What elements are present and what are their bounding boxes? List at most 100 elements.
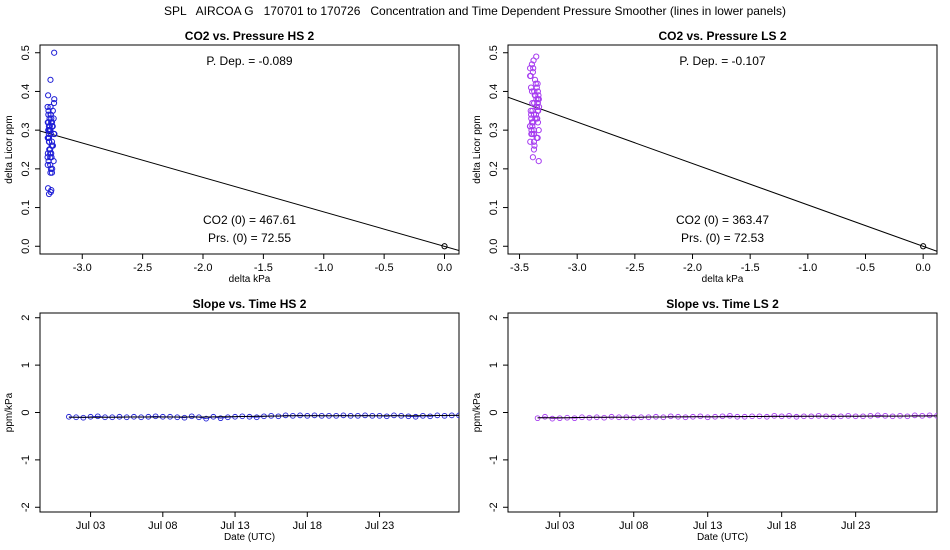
- y-tick-label: 2: [20, 315, 32, 321]
- plot-area: [508, 53, 937, 252]
- data-point: [203, 415, 210, 422]
- x-tick-label: Jul 13: [220, 520, 249, 532]
- fit-line: [40, 130, 459, 251]
- x-tick-label: Jul 03: [545, 520, 574, 532]
- y-tick-label: 0.4: [20, 84, 32, 99]
- y-tick-label: -1: [488, 455, 500, 465]
- panel-title: Slope vs. Time HS 2: [193, 297, 307, 311]
- data-point: [530, 146, 538, 153]
- plot-area: [534, 412, 947, 422]
- origin-point: [920, 243, 927, 250]
- data-point: [48, 150, 55, 157]
- y-tick-label: -2: [20, 502, 32, 512]
- data-point: [44, 150, 51, 157]
- data-point: [47, 103, 54, 111]
- data-point: [533, 103, 540, 111]
- data-point: [530, 65, 537, 72]
- data-point: [529, 413, 534, 418]
- x-axis-label: Date (UTC): [697, 532, 748, 543]
- data-point: [528, 127, 535, 134]
- y-tick-label: 0.1: [488, 200, 500, 215]
- panel-3: Slope vs. Time HS 2 Jul 03 Jul 08 Jul 13 Jul…: [4, 297, 534, 543]
- data-point: [500, 413, 505, 418]
- data-point: [50, 115, 57, 122]
- data-point: [534, 80, 541, 87]
- data-point: [911, 412, 918, 419]
- data-point: [44, 103, 51, 111]
- prs-annotation: Prs. (0) = 72.55: [208, 231, 291, 245]
- y-tick-label: 0: [488, 409, 500, 415]
- data-point: [45, 127, 52, 134]
- data-point: [532, 80, 539, 87]
- data-point: [527, 138, 534, 145]
- y-tick-label: 0.3: [20, 122, 32, 137]
- data-point: [514, 413, 519, 418]
- data-point: [533, 53, 540, 60]
- data-point: [533, 134, 540, 141]
- data-point: [50, 99, 58, 107]
- data-point: [522, 412, 527, 417]
- x-tick-label: -1.0: [798, 262, 817, 274]
- panel-title: Slope vs. Time LS 2: [666, 297, 779, 311]
- x-tick-label: Jul 23: [365, 520, 394, 532]
- y-axis-label: delta Licor ppm: [4, 115, 15, 183]
- y-axis-label: ppm/kPa: [472, 392, 483, 432]
- data-point: [412, 413, 419, 420]
- data-point: [528, 115, 535, 122]
- y-tick-label: 2: [488, 315, 500, 321]
- data-point: [45, 190, 53, 198]
- origin-point: [441, 243, 448, 250]
- plot-frame: [39, 44, 460, 255]
- data-point: [152, 413, 159, 420]
- data-point: [727, 412, 733, 419]
- pdep-annotation: P. Dep. = -0.107: [679, 54, 766, 68]
- data-point: [786, 412, 792, 419]
- data-point: [874, 412, 881, 419]
- x-tick-label: -1.5: [254, 262, 273, 274]
- data-point: [282, 412, 289, 419]
- data-point: [253, 414, 260, 421]
- x-tick-label: -1.0: [314, 262, 333, 274]
- data-point: [830, 413, 837, 420]
- panel-4: Slope vs. Time LS 2 Jul 03 Jul 08 Jul 13 Jul…: [472, 297, 947, 543]
- data-point: [942, 414, 947, 419]
- plot-frame: [507, 312, 938, 513]
- y-tick-label: 0.5: [20, 45, 32, 60]
- data-point: [529, 154, 537, 161]
- data-point: [527, 65, 534, 72]
- data-point: [47, 111, 54, 118]
- y-tick-label: -1: [20, 455, 32, 465]
- data-point: [45, 92, 52, 99]
- data-point: [535, 127, 542, 134]
- plot-area: [40, 49, 459, 251]
- data-point: [527, 123, 534, 130]
- data-point: [601, 414, 608, 421]
- data-point: [48, 169, 56, 176]
- x-tick-label: Jul 18: [293, 520, 322, 532]
- data-point: [529, 123, 536, 130]
- x-tick-label: -0.5: [856, 262, 875, 274]
- x-tick-label: -2.5: [133, 262, 152, 274]
- data-point: [531, 92, 538, 99]
- x-tick-label: -3.0: [568, 262, 587, 274]
- x-tick-label: Jul 18: [767, 520, 796, 532]
- data-point: [534, 119, 542, 126]
- plot-frame: [39, 312, 460, 513]
- panel-title: CO2 vs. Pressure HS 2: [185, 29, 315, 43]
- data-point: [535, 158, 542, 165]
- data-point: [528, 130, 535, 138]
- data-point: [667, 413, 674, 420]
- data-point: [224, 414, 231, 421]
- y-tick-label: 0.5: [488, 45, 500, 60]
- data-point: [51, 49, 58, 56]
- x-axis-label: Date (UTC): [224, 532, 275, 543]
- x-axis-label: delta kPa: [229, 274, 271, 285]
- y-tick-label: 0.0: [20, 239, 32, 254]
- data-point: [45, 111, 52, 118]
- data-point: [47, 76, 54, 83]
- data-point: [44, 154, 51, 161]
- panel-title: CO2 vs. Pressure LS 2: [658, 29, 786, 43]
- x-tick-label: 0.0: [916, 262, 931, 274]
- y-tick-label: 0.2: [488, 161, 500, 176]
- y-tick-label: 1: [488, 362, 500, 368]
